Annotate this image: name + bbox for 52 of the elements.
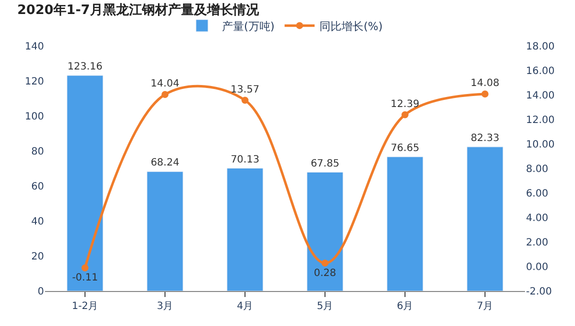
point xyxy=(82,264,88,272)
y2-tick-label: 10.00 xyxy=(526,140,555,150)
y2-tick-label: 4.00 xyxy=(526,213,548,224)
data-label: 68.24 xyxy=(150,158,180,169)
data-label: 82.33 xyxy=(470,132,500,144)
bar xyxy=(146,171,184,291)
data-label: 0.28 xyxy=(314,268,336,279)
bar xyxy=(306,172,344,291)
y2-tick-label: 8.00 xyxy=(526,164,548,175)
y-tick-label: 140 xyxy=(24,42,44,52)
y2-tick-label: 18.00 xyxy=(526,42,555,52)
y-tick-label: 20 xyxy=(31,252,44,262)
data-label: 13.57 xyxy=(230,84,260,96)
x-tick-label: 5月 xyxy=(316,301,334,312)
data-label: 67.85 xyxy=(310,158,340,170)
y-tick-label: 80 xyxy=(31,146,44,158)
point xyxy=(242,96,248,104)
y-tick-label: 120 xyxy=(24,76,44,88)
point xyxy=(482,90,488,98)
data-label: 123.16 xyxy=(68,61,102,72)
y2-tick-label: 0.00 xyxy=(526,262,548,273)
x-tick-label: 4月 xyxy=(236,301,254,312)
data-label: 14.04 xyxy=(150,78,180,90)
y2-tick-label: 14.00 xyxy=(526,90,555,102)
chart-title: 2020年1-7月黑龙江钢材产量及增长情况 xyxy=(17,2,260,18)
y-tick-label: 40 xyxy=(31,216,44,228)
y2-tick-label: 12.00 xyxy=(526,115,555,126)
x-tick-label: 1-2月 xyxy=(72,301,98,312)
point xyxy=(322,260,328,267)
x-tick-label: 6月 xyxy=(396,301,414,312)
data-label: 76.65 xyxy=(390,142,420,154)
bar xyxy=(386,156,424,291)
x-tick-label: 7月 xyxy=(476,301,494,312)
y2-tick-label: -2.00 xyxy=(526,286,552,298)
y2-tick-label: 16.00 xyxy=(526,66,555,77)
y-tick-label: 100 xyxy=(24,112,44,122)
point xyxy=(402,111,408,118)
bar xyxy=(226,168,264,291)
data-label: 12.39 xyxy=(390,98,420,110)
x-tick-label: 3月 xyxy=(156,301,174,312)
y-tick-label: 60 xyxy=(31,182,44,192)
data-label: 14.08 xyxy=(470,78,500,90)
y2-tick-label: 6.00 xyxy=(526,188,548,200)
bar xyxy=(66,75,104,291)
point xyxy=(162,91,168,98)
legend-label: 同比增长(%) xyxy=(320,20,383,33)
legend-label: 产量(万吨) xyxy=(222,20,275,33)
bar xyxy=(466,146,504,291)
y2-tick-label: 2.00 xyxy=(526,238,548,248)
data-label: -0.11 xyxy=(72,272,98,284)
y-tick-label: 0 xyxy=(38,286,44,298)
data-label: 70.13 xyxy=(230,154,260,166)
